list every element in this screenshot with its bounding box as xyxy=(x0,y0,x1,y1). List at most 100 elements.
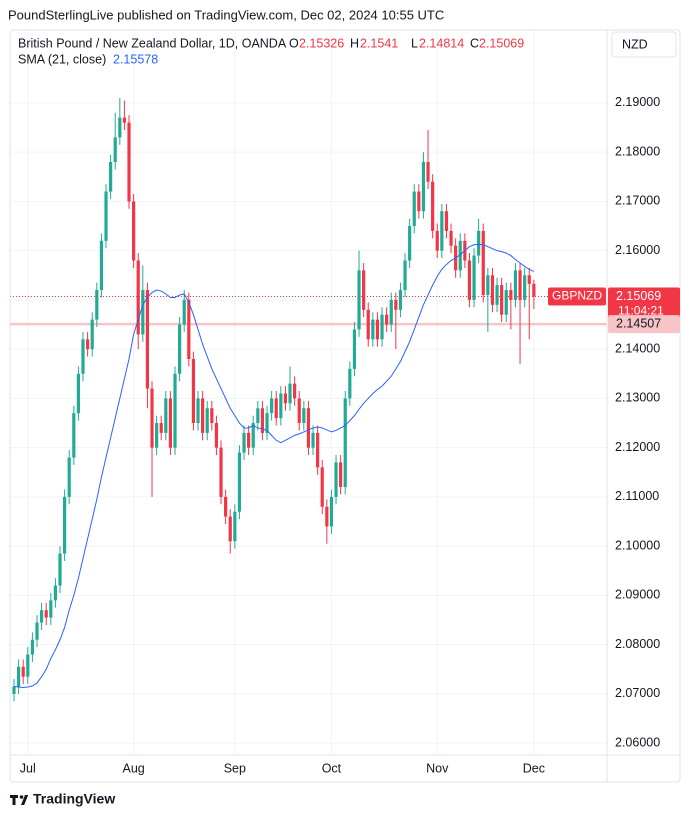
x-tick-label: Nov xyxy=(426,761,449,775)
y-tick-label: 2.19000 xyxy=(615,95,660,109)
ohlc-label: L xyxy=(411,36,418,50)
candle-body xyxy=(389,299,393,325)
candle-body xyxy=(63,496,67,554)
grid xyxy=(10,30,607,755)
candle-body xyxy=(375,319,380,340)
candle-body xyxy=(58,553,62,586)
candle-body xyxy=(435,230,439,251)
candle-body xyxy=(339,462,343,488)
candle-body xyxy=(67,457,71,497)
candle-body xyxy=(403,260,407,291)
candle-body xyxy=(145,290,150,389)
legend-entry: SMA (21, close) xyxy=(18,52,106,66)
ohlc-label: C xyxy=(470,36,479,50)
candle-body xyxy=(279,393,283,419)
candle-body xyxy=(159,423,163,433)
y-tick-label: 2.11000 xyxy=(615,489,659,503)
candle-body xyxy=(256,408,260,424)
candle-body xyxy=(76,373,81,414)
candle-body xyxy=(316,432,320,468)
x-tick-label: Dec xyxy=(523,761,545,775)
currency-label[interactable]: NZD xyxy=(622,37,648,51)
candle-body xyxy=(343,398,347,488)
candle-body xyxy=(104,191,108,241)
y-tick-label: 2.10000 xyxy=(615,538,660,552)
candle-body xyxy=(329,496,334,527)
y-tick-label: 2.07000 xyxy=(615,686,660,700)
candle-body xyxy=(458,240,462,271)
candle-body xyxy=(490,275,495,305)
candle-body xyxy=(173,373,177,448)
y-tick-label: 2.06000 xyxy=(615,735,660,749)
candle-body xyxy=(408,226,412,261)
ohlc-value: 2.15326 xyxy=(299,36,344,50)
level-tag xyxy=(608,315,680,334)
currency-button[interactable] xyxy=(611,31,677,58)
candle-body xyxy=(53,585,58,601)
candle-body xyxy=(132,201,136,261)
candle-body xyxy=(426,161,430,182)
publisher: PoundSterlingLive published on TradingVi… xyxy=(8,7,444,22)
y-tick-label: 2.08000 xyxy=(615,637,660,651)
candle-body xyxy=(449,230,453,246)
candle-body xyxy=(95,290,99,320)
candle-body xyxy=(362,270,366,310)
brand: TradingView xyxy=(33,791,115,807)
candle-body xyxy=(394,299,398,310)
candle-body xyxy=(113,137,117,162)
candle-body xyxy=(523,275,527,300)
candle-body xyxy=(109,161,113,192)
candle-body xyxy=(44,610,48,618)
candle-body xyxy=(398,290,403,310)
candle-body xyxy=(495,285,499,305)
symbol-tag xyxy=(548,287,606,306)
y-tick-label: 2.13000 xyxy=(615,391,660,405)
candle-body xyxy=(417,191,421,212)
candle-body xyxy=(366,309,370,340)
candle-body xyxy=(412,191,416,227)
x-tick-label: Sep xyxy=(224,761,246,775)
candle-body xyxy=(155,423,159,448)
y-tick-label: 2.09000 xyxy=(615,588,660,602)
symbol-label: GBPNZD xyxy=(552,289,602,303)
candle-body xyxy=(348,368,352,399)
candle-body xyxy=(297,398,301,424)
logo xyxy=(10,795,29,805)
candle-body xyxy=(164,398,168,433)
candle-body xyxy=(178,324,182,374)
candle-body xyxy=(150,388,154,448)
candle-body xyxy=(242,432,246,453)
sma-line xyxy=(13,243,535,689)
candle-body xyxy=(302,408,306,424)
y-tick-label: 2.14000 xyxy=(615,341,660,355)
level-label: 2.14507 xyxy=(616,316,661,330)
candle-body xyxy=(219,447,223,497)
candle-body xyxy=(270,398,274,414)
candle-body xyxy=(293,383,297,399)
candle-body xyxy=(371,319,375,340)
candle-body xyxy=(141,290,145,335)
ohlc-value: 2.1541 xyxy=(360,36,398,50)
y-tick-label: 2.17000 xyxy=(615,194,660,208)
candle-body xyxy=(306,408,311,448)
candle-body xyxy=(500,285,504,315)
candle-body xyxy=(49,600,53,618)
price-label: 2.15069 xyxy=(616,289,661,303)
y-tick-label: 2.16000 xyxy=(615,243,660,257)
candle-body xyxy=(334,462,338,497)
candle-body xyxy=(224,496,228,517)
candle-body xyxy=(477,230,481,256)
chart-title: British Pound / New Zealand Dollar, 1D, … xyxy=(18,36,287,50)
candle-body xyxy=(86,339,90,350)
candle-body xyxy=(40,610,44,623)
ohlc-label: H xyxy=(350,36,359,50)
candle-body xyxy=(325,506,329,527)
candle-body xyxy=(35,622,39,640)
candle-body xyxy=(472,255,476,300)
candle-body xyxy=(274,398,278,419)
y-tick-label: 2.12000 xyxy=(615,440,660,454)
candle-body xyxy=(12,686,16,694)
candle-body xyxy=(385,314,389,325)
candle-body xyxy=(518,270,522,300)
candle-body xyxy=(481,230,485,295)
